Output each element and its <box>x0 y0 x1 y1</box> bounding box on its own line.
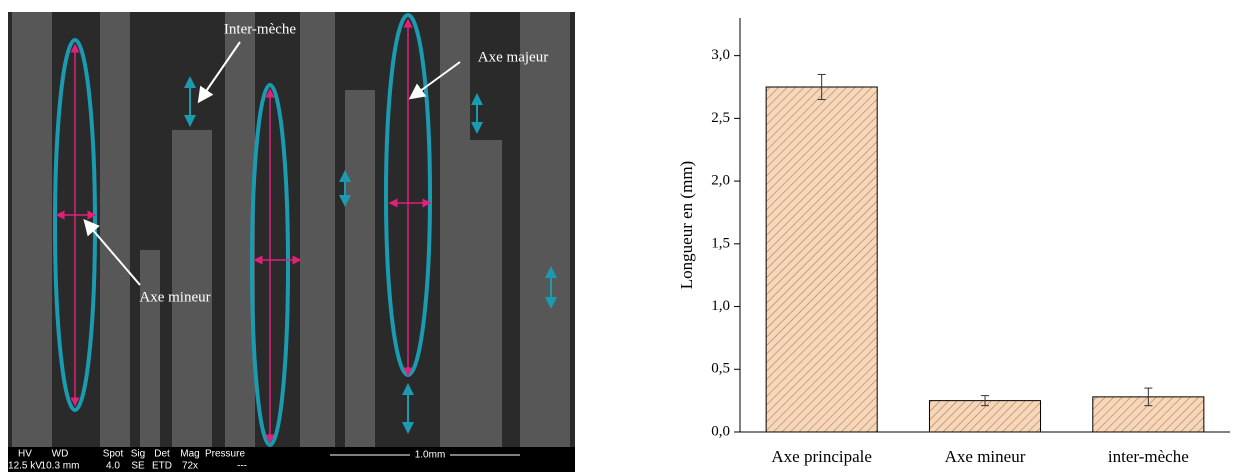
footer-header: Pressure <box>205 449 245 460</box>
footer-header: Spot <box>103 449 124 460</box>
annotation: Inter-mèche <box>224 21 296 37</box>
footer-header: HV <box>18 449 32 460</box>
footer-value: 4.0 <box>106 461 120 472</box>
bar <box>765 86 878 433</box>
y-tick-label: 1,5 <box>711 235 730 251</box>
footer-header: Sig <box>131 449 145 460</box>
y-axis-label: Longueur en (mm) <box>677 161 696 289</box>
footer-value: 10.3 mm <box>41 461 80 472</box>
footer-header: WD <box>52 449 69 460</box>
y-tick-label: 0,0 <box>711 423 730 439</box>
y-tick-label: 3,0 <box>711 47 730 63</box>
x-tick-label: inter-mèche <box>1108 447 1189 466</box>
footer-value: 12.5 kV <box>8 461 42 472</box>
annotation: Axe mineur <box>139 289 210 305</box>
x-tick-label: Axe principale <box>771 447 872 466</box>
footer-value: 72x <box>182 461 198 472</box>
footer-value: ETD <box>152 461 172 472</box>
y-tick-label: 0,5 <box>711 361 730 377</box>
footer-header: Mag <box>180 449 199 460</box>
sem-image: Inter-mèche Axe majeur Axe mineur HV WD Sp… <box>8 12 575 472</box>
y-tick-label: 1,0 <box>711 298 730 314</box>
footer-value: SE <box>131 461 145 472</box>
x-tick-label: Axe mineur <box>945 447 1026 466</box>
annotation: Axe majeur <box>478 49 548 65</box>
footer-header: Det <box>154 449 170 460</box>
y-tick-label: 2,5 <box>711 110 730 126</box>
y-tick-label: 2,0 <box>711 173 730 189</box>
scale-bar: 1.0mm <box>415 450 446 461</box>
footer-value: --- <box>237 461 247 472</box>
